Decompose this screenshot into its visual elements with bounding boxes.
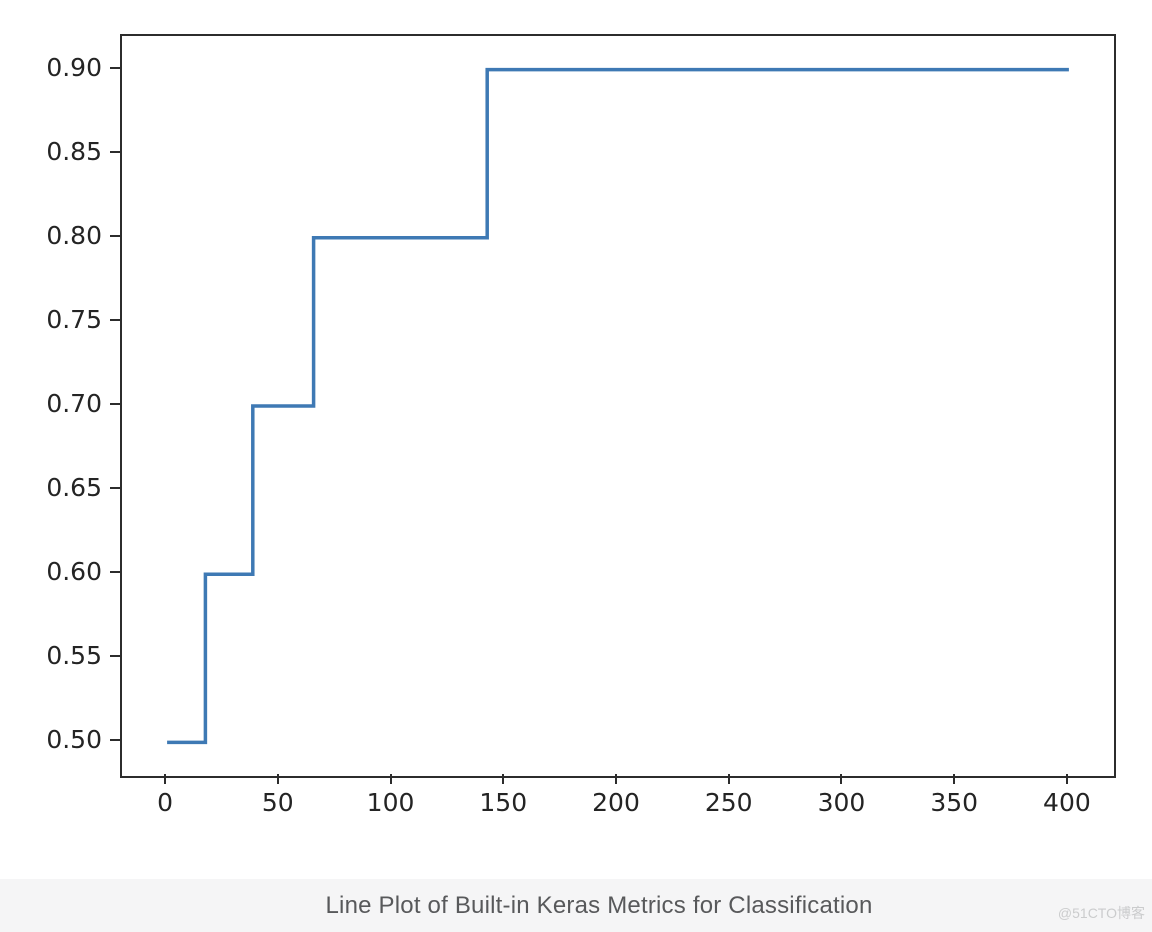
x-axis-tick bbox=[727, 774, 730, 784]
x-axis-tick-label: 100 bbox=[366, 788, 415, 817]
x-axis-tick bbox=[615, 774, 617, 784]
plot-area bbox=[120, 34, 1116, 778]
x-axis-tick bbox=[953, 774, 956, 784]
chart-caption: Line Plot of Built-in Keras Metrics for … bbox=[325, 891, 873, 919]
y-axis-tick bbox=[110, 234, 120, 237]
caption-band: Line Plot of Built-in Keras Metrics for … bbox=[0, 879, 1152, 932]
x-axis-tick-label: 0 bbox=[157, 788, 174, 817]
y-axis-tick bbox=[110, 318, 120, 321]
x-axis-tick bbox=[502, 774, 505, 784]
x-axis-tick-label: 50 bbox=[261, 788, 294, 817]
y-axis-tick bbox=[110, 403, 120, 405]
step-line-svg bbox=[167, 67, 1069, 745]
y-axis-tick-label: 0.80 bbox=[46, 220, 102, 250]
x-axis-tick-label: 400 bbox=[1043, 788, 1091, 817]
y-axis-tick bbox=[110, 571, 120, 574]
step-line-keras-metric bbox=[167, 67, 1069, 745]
y-axis-tick bbox=[110, 66, 120, 69]
x-axis-tick bbox=[1065, 774, 1068, 784]
y-axis-tick bbox=[110, 487, 120, 490]
y-axis-tick-label: 0.70 bbox=[46, 389, 102, 418]
x-axis-tick bbox=[276, 774, 279, 784]
y-axis-tick bbox=[110, 150, 120, 153]
y-axis-tick-label: 0.50 bbox=[46, 725, 102, 755]
x-axis-tick-label: 250 bbox=[704, 788, 753, 817]
y-axis-tick-label: 0.85 bbox=[46, 136, 102, 166]
matplotlib-figure: 0.50 0.55 0.60 0.65 0.70 0.75 0.80 0.85 0.90 0 50 1… bbox=[46, 34, 1116, 817]
y-axis-tick-label: 0.55 bbox=[46, 641, 102, 671]
y-axis-tick-label: 0.75 bbox=[46, 304, 102, 334]
x-axis-tick-label: 300 bbox=[817, 788, 866, 817]
x-axis-tick bbox=[840, 774, 843, 784]
y-axis-tick-label: 0.65 bbox=[46, 473, 102, 503]
y-axis-tick bbox=[110, 655, 120, 658]
x-axis-tick-label: 350 bbox=[930, 788, 979, 817]
x-axis-tick bbox=[164, 774, 167, 784]
x-axis-tick-label: 150 bbox=[479, 788, 528, 817]
watermark: @51CTO博客 bbox=[1057, 905, 1145, 921]
y-axis-tick-label: 0.60 bbox=[46, 557, 102, 587]
x-axis-tick bbox=[389, 774, 392, 784]
y-axis-tick bbox=[110, 739, 120, 742]
y-axis-tick-label: 0.90 bbox=[46, 52, 102, 82]
x-axis-tick-label: 200 bbox=[592, 788, 640, 817]
